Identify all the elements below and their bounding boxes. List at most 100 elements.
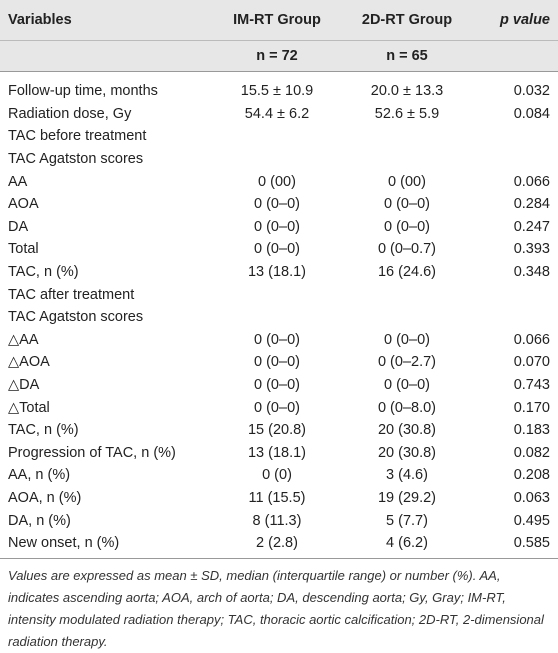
table-cell: DA, n (%) — [8, 512, 71, 529]
table-cell: 0 (0–0) — [254, 331, 300, 348]
table-cell: △DA — [8, 377, 40, 394]
table-cell: 16 (24.6) — [377, 264, 437, 281]
table-cell: 52.6 ± 5.9 — [374, 105, 440, 122]
table-row: TAC before treatment — [0, 125, 558, 148]
table-cell: 54.4 ± 6.2 — [244, 105, 310, 122]
table-cell: TAC, n (%) — [8, 422, 79, 439]
table-cell: 0 (0–0.7) — [377, 241, 437, 258]
header-cell: Variables — [0, 0, 212, 41]
table-cell: 0.348 — [513, 264, 550, 281]
subheader-cell — [0, 40, 212, 72]
table-cell: Total — [8, 241, 39, 258]
data-table: Variables IM-RT Group 2D-RT Group p valu… — [0, 0, 558, 560]
table-cell — [472, 148, 558, 171]
table-cell — [342, 125, 472, 148]
table-cell: AA, n (%) — [8, 467, 71, 484]
table-cell: 4 (6.2) — [342, 531, 472, 560]
table-cell — [212, 283, 342, 306]
table-cell: Progression of TAC, n (%) — [8, 444, 176, 461]
table-cell: 3 (4.6) — [386, 467, 428, 484]
table-cell: 15 (20.8) — [247, 422, 307, 439]
header-cell: IM-RT Group — [212, 0, 342, 41]
table-cell: 0 (0–8.0) — [377, 399, 437, 416]
table-cell: 0 (00) — [388, 173, 426, 190]
table-cell — [472, 306, 558, 329]
header-cell: p value — [472, 0, 558, 41]
table-row: AOA, n (%) 11 (15.5) 19 (29.2) 0.063 — [0, 487, 558, 510]
table-cell — [472, 283, 558, 306]
table-cell — [342, 148, 472, 171]
table-cell — [212, 125, 342, 148]
table-row: △DA 0 (0–0) 0 (0–0) 0.743 — [0, 374, 558, 397]
table-cell: 0.208 — [513, 467, 550, 484]
table-cell: 0 (0–0) — [254, 241, 300, 258]
table-cell: 0.063 — [513, 489, 550, 506]
table-cell: TAC Agatston scores — [8, 309, 144, 326]
table-cell: 0 (0) — [262, 467, 292, 484]
table-cell: Radiation dose, Gy — [8, 105, 132, 122]
table-row: AOA 0 (0–0) 0 (0–0) 0.284 — [0, 193, 558, 216]
table-cell: 20.0 ± 13.3 — [370, 83, 444, 100]
table-cell: 15.5 ± 10.9 — [240, 83, 314, 100]
table-cell: 0.032 — [513, 83, 550, 100]
header-cell: 2D-RT Group — [342, 0, 472, 41]
table-cell: TAC after treatment — [8, 286, 135, 303]
subheader-cell: n = 72 — [212, 40, 342, 72]
table-cell — [342, 283, 472, 306]
table-cell: 0.066 — [513, 173, 550, 190]
table-cell: 0 (0–0) — [254, 196, 300, 213]
table-cell: 0.066 — [513, 331, 550, 348]
table-cell: 13 (18.1) — [247, 444, 307, 461]
table-cell: 0.284 — [513, 196, 550, 213]
table-row: TAC Agatston scores — [0, 148, 558, 171]
table-cell: 0.082 — [513, 444, 550, 461]
table-cell: 8 (11.3) — [252, 512, 302, 529]
header-row: Variables IM-RT Group 2D-RT Group p valu… — [0, 0, 558, 41]
table-cell: 2 (2.8) — [212, 531, 342, 560]
table-cell: 13 (18.1) — [247, 264, 307, 281]
table-row: New onset, n (%) 2 (2.8) 4 (6.2) 0.585 — [0, 531, 558, 560]
table-cell: 19 (29.2) — [377, 489, 437, 506]
table-cell — [342, 306, 472, 329]
table-cell: △Total — [8, 399, 50, 416]
table-cell: 0 (0–0) — [384, 377, 430, 394]
table-row: AA, n (%) 0 (0) 3 (4.6) 0.208 — [0, 464, 558, 487]
table-row: △AOA 0 (0–0) 0 (0–2.7) 0.070 — [0, 351, 558, 374]
table-cell: 0 (0–0) — [384, 218, 430, 235]
table-cell — [472, 125, 558, 148]
table-cell: TAC before treatment — [8, 128, 147, 145]
table-row: Progression of TAC, n (%) 13 (18.1) 20 (30… — [0, 442, 558, 465]
table-cell: 0.743 — [513, 377, 550, 394]
table-body: Follow-up time, months 15.5 ± 10.9 20.0 ± … — [0, 72, 558, 560]
table-cell: △AOA — [8, 354, 50, 371]
table-cell: 5 (7.7) — [386, 512, 428, 529]
table-row: TAC, n (%) 15 (20.8) 20 (30.8) 0.183 — [0, 419, 558, 442]
table-cell: 0 (0–0) — [254, 218, 300, 235]
table-row: DA 0 (0–0) 0 (0–0) 0.247 — [0, 216, 558, 239]
table-row: △Total 0 (0–0) 0 (0–8.0) 0.170 — [0, 396, 558, 419]
table-cell: 0.170 — [513, 399, 550, 416]
table-row: Radiation dose, Gy 54.4 ± 6.2 52.6 ± 5.9 0.… — [0, 103, 558, 126]
table-cell: AOA, n (%) — [8, 489, 82, 506]
table-row: △AA 0 (0–0) 0 (0–0) 0.066 — [0, 329, 558, 352]
subheader-cell — [472, 40, 558, 72]
footnote: Values are expressed as mean ± SD, media… — [8, 568, 544, 650]
table-cell: 0.495 — [513, 512, 550, 529]
table-cell: TAC, n (%) — [8, 264, 79, 281]
table-row: TAC Agatston scores — [0, 306, 558, 329]
table-cell: 0 (00) — [258, 173, 296, 190]
table-row: TAC, n (%) 13 (18.1) 16 (24.6) 0.348 — [0, 261, 558, 284]
table-row: AA 0 (00) 0 (00) 0.066 — [0, 170, 558, 193]
table-row: DA, n (%) 8 (11.3) 5 (7.7) 0.495 — [0, 509, 558, 532]
table-cell: 0 (0–0) — [254, 377, 300, 394]
table-cell: 0.070 — [513, 354, 550, 371]
table-cell: 0.585 — [472, 531, 558, 560]
table-cell: 20 (30.8) — [377, 422, 437, 439]
table-cell: 0 (0–2.7) — [377, 354, 437, 371]
table-cell: 0.084 — [513, 105, 550, 122]
table-cell: 0 (0–0) — [254, 399, 300, 416]
table-cell: 0.183 — [513, 422, 550, 439]
table-cell: 0.247 — [513, 218, 550, 235]
table-cell: 0 (0–0) — [384, 196, 430, 213]
